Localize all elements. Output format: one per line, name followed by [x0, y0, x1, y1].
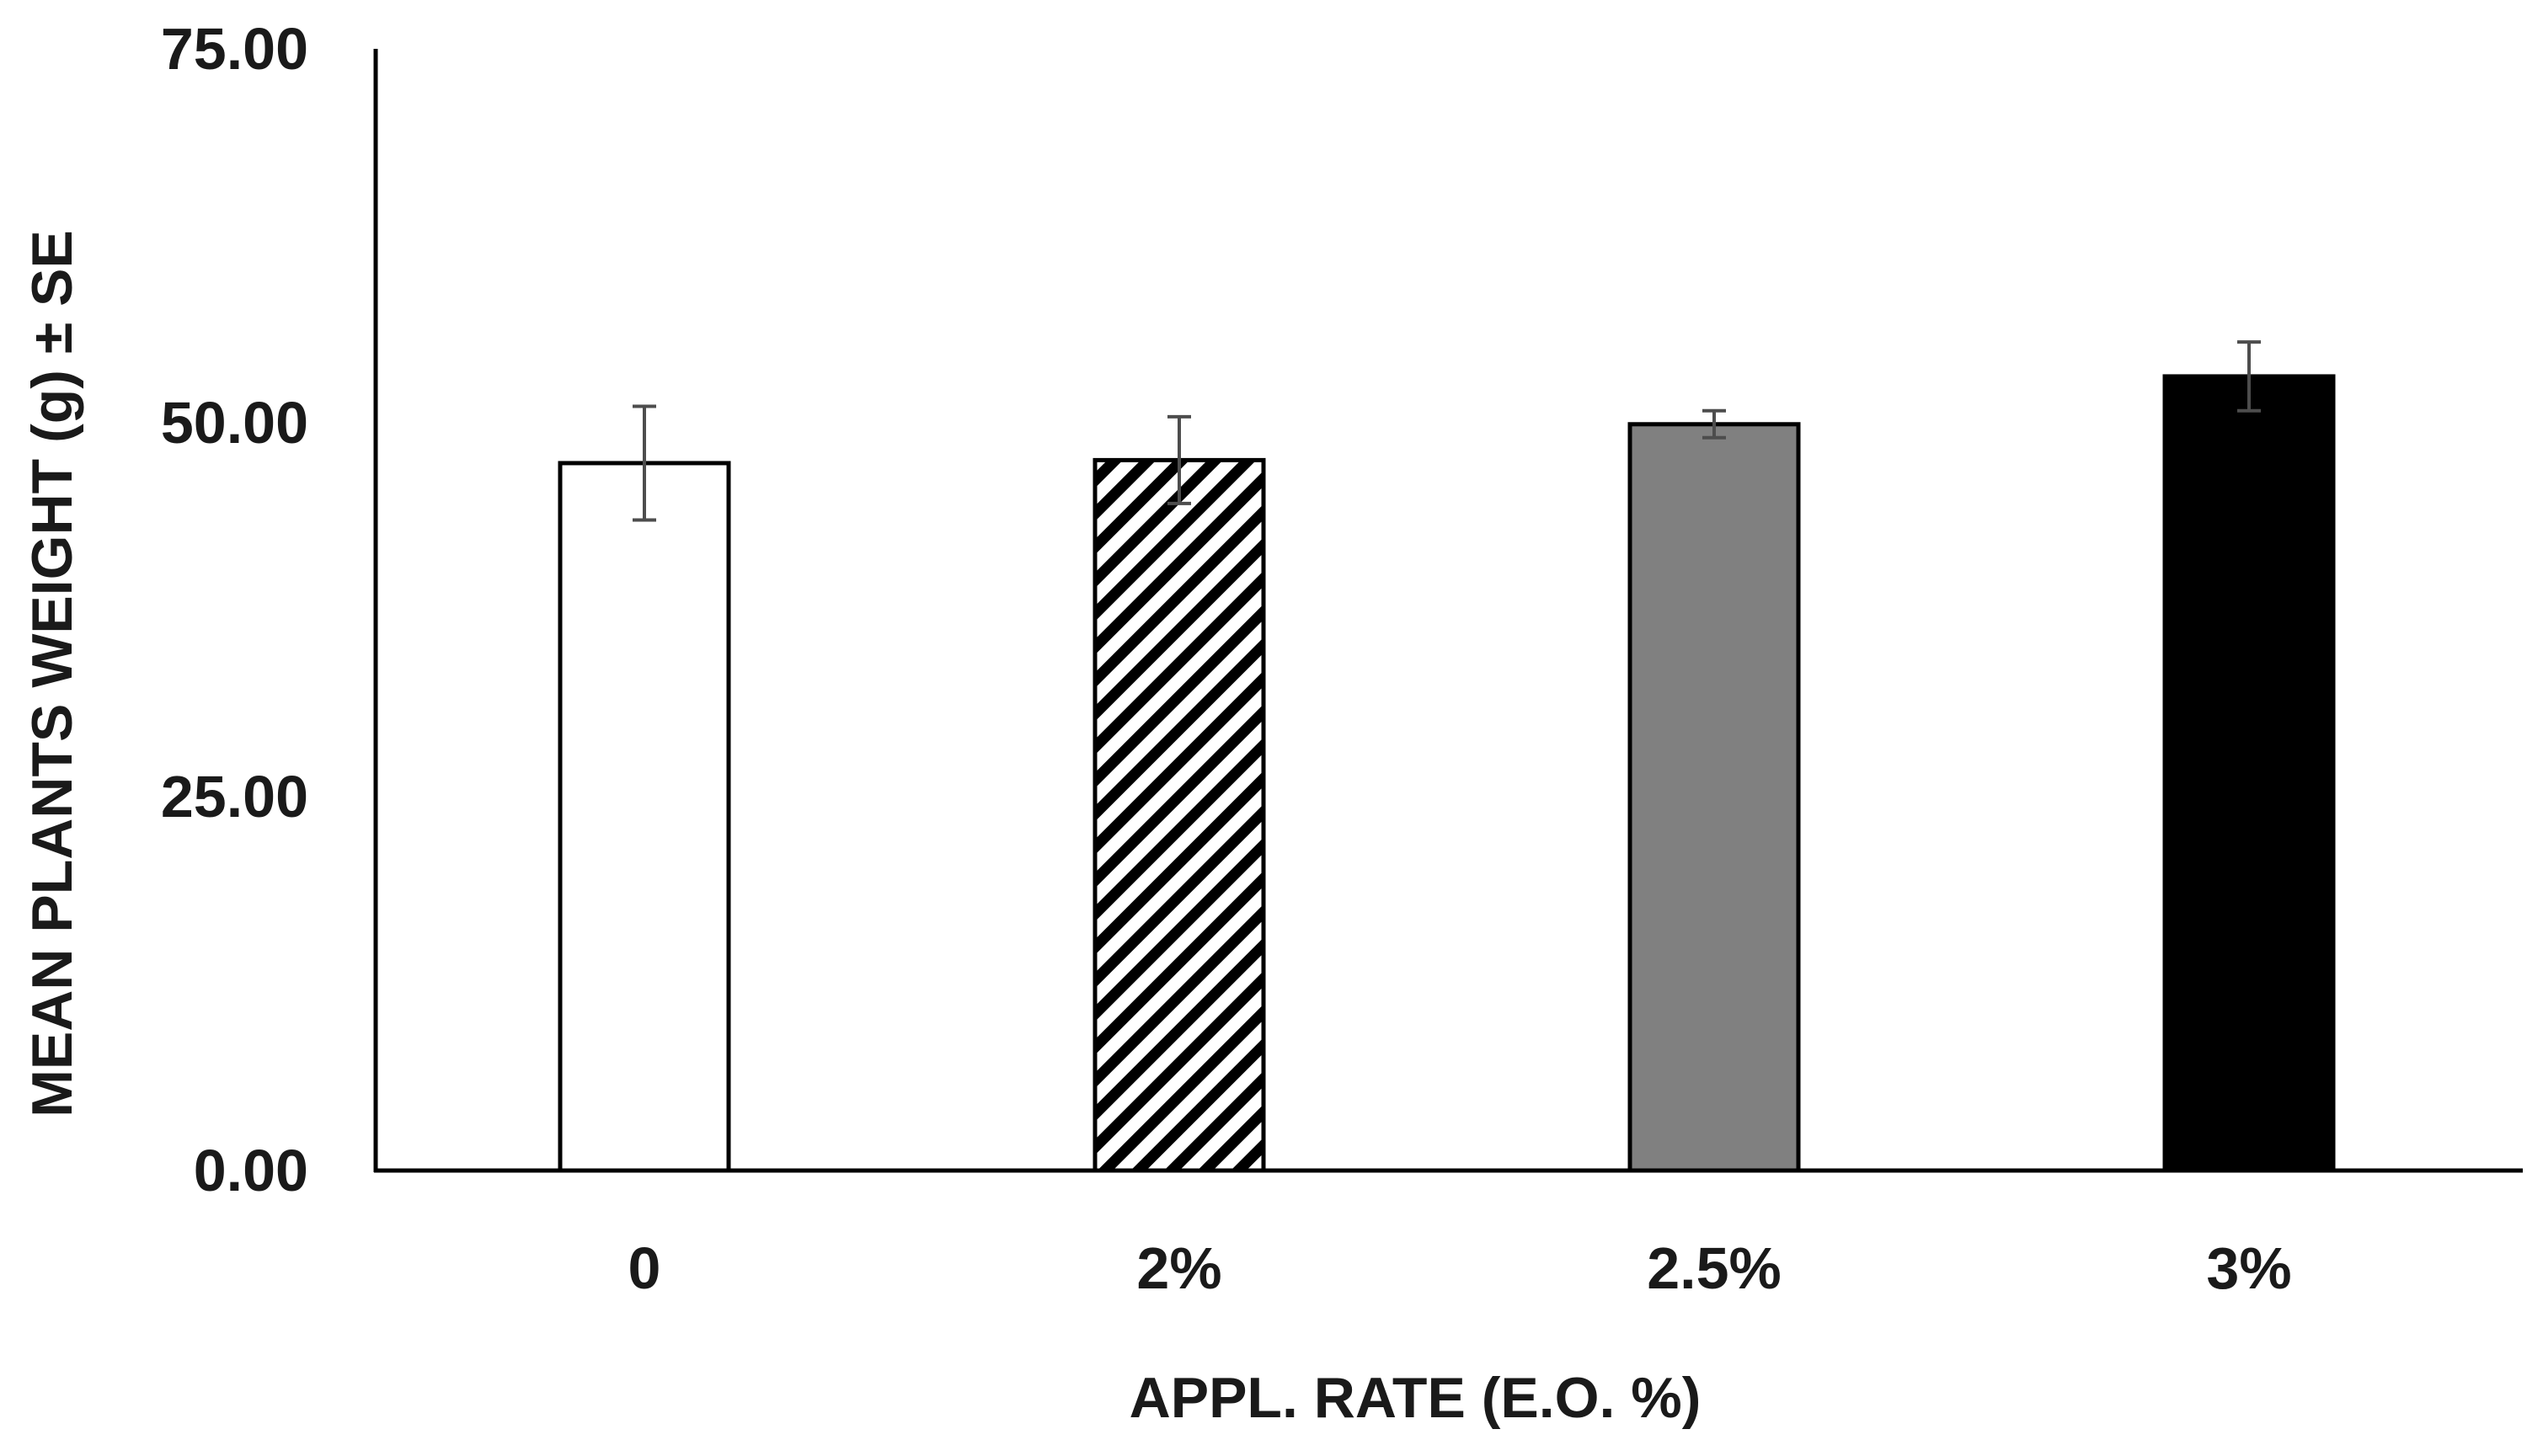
bar-1	[1093, 457, 1266, 1173]
x-tick-label: 0	[628, 1235, 661, 1301]
error-bars	[633, 340, 2261, 522]
y-tick-label: 75.00	[161, 16, 308, 82]
error-bar-3	[2237, 340, 2261, 413]
bar-3	[2162, 374, 2336, 1173]
error-bar-2	[1702, 408, 1726, 440]
bar-2	[1627, 422, 1801, 1173]
x-tick-label: 2.5%	[1647, 1235, 1782, 1301]
error-bar-0	[633, 404, 656, 522]
x-axis-title: APPL. RATE (E.O. %)	[1130, 1366, 1702, 1430]
y-tick-label: 0.00	[194, 1138, 308, 1203]
bars	[558, 374, 2336, 1173]
y-tick-label: 25.00	[161, 764, 308, 829]
x-tick-label: 2%	[1136, 1235, 1221, 1301]
x-tick-labels: 0 2% 2.5% 3%	[628, 1235, 2292, 1301]
bar-0	[558, 461, 731, 1173]
error-bar-1	[1167, 414, 1191, 505]
x-tick-label: 3%	[2206, 1235, 2291, 1301]
y-axis-title: MEAN PLANTS WEIGHT (g) ± SE	[20, 230, 84, 1117]
y-tick-labels: 0.00 25.00 50.00 75.00	[161, 16, 308, 1203]
y-tick-label: 50.00	[161, 390, 308, 456]
